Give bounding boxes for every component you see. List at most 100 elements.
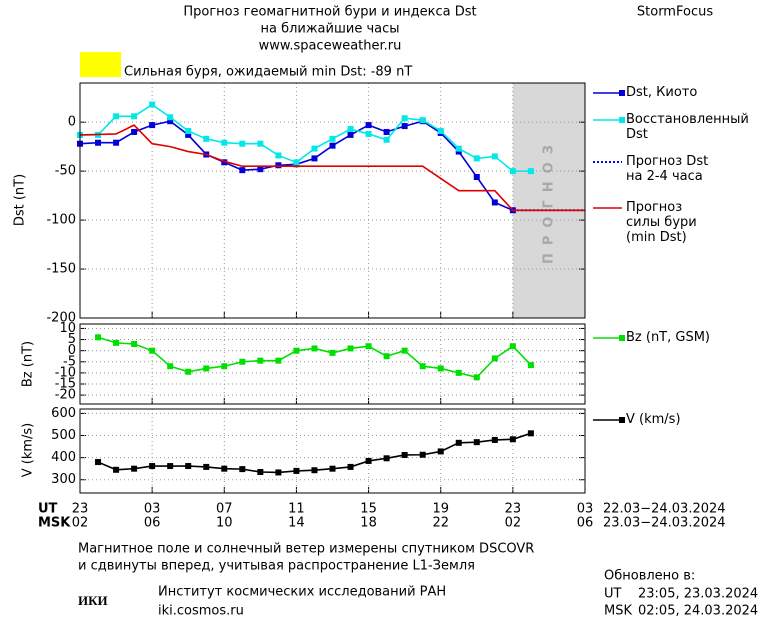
plot-frame	[79, 323, 586, 405]
data-point	[149, 122, 156, 129]
data-point	[419, 117, 426, 124]
data-point	[221, 139, 228, 146]
y-tick-label: 5	[68, 332, 76, 347]
data-point	[347, 131, 354, 138]
data-point	[491, 436, 498, 443]
data-point	[509, 436, 516, 443]
y-tick-label: 400	[51, 450, 76, 465]
data-point	[311, 345, 318, 352]
data-point	[293, 347, 300, 354]
data-point	[473, 174, 480, 180]
data-point	[383, 128, 390, 135]
data-point	[221, 159, 228, 166]
data-point	[293, 159, 300, 166]
x-tick-label-msk: 02	[505, 516, 522, 531]
y-axis-label: Bz (nT)	[21, 341, 36, 387]
x-tick-label: 19	[432, 502, 449, 517]
title: Прогноз геомагнитной бури и индекса Dst	[183, 5, 476, 20]
data-point	[239, 167, 246, 174]
legend-label: Прогноз Dst на 2-4 часа	[626, 154, 709, 184]
data-point	[239, 466, 246, 473]
data-point	[365, 122, 372, 129]
x-tick-label-msk: 02	[72, 516, 89, 531]
data-point	[167, 118, 174, 125]
data-point	[221, 363, 228, 370]
data-point	[527, 362, 534, 369]
x-tick-label: 03	[577, 502, 594, 517]
data-point	[149, 347, 156, 354]
series-line	[79, 124, 585, 212]
data-point	[275, 357, 282, 364]
data-point	[455, 439, 462, 446]
data-point	[275, 469, 282, 476]
data-point	[95, 459, 102, 466]
data-point	[113, 113, 120, 120]
msk-label: MSK	[604, 604, 632, 619]
data-point	[185, 127, 192, 134]
data-point	[311, 145, 318, 152]
data-point	[365, 343, 372, 350]
data-point	[167, 114, 174, 121]
forecast-label: ПРОГНОЗ	[541, 137, 556, 264]
y-axis-label: V (km/s)	[21, 423, 36, 478]
legend-marker	[619, 117, 625, 123]
y-tick-label: 10	[59, 321, 76, 336]
data-point	[383, 353, 390, 360]
data-point	[527, 430, 534, 437]
data-point	[149, 463, 156, 470]
data-point	[347, 126, 354, 133]
y-tick-label: -10	[55, 365, 76, 380]
legend-label: Прогноз силы бури (min Dst)	[626, 200, 697, 245]
y-tick-label: 600	[51, 406, 76, 421]
data-point	[167, 463, 174, 470]
y-tick-label: -5	[63, 354, 76, 369]
y-tick-label: -100	[46, 213, 76, 228]
data-point	[401, 123, 408, 130]
data-point	[203, 365, 210, 372]
y-tick-label: 500	[51, 428, 76, 443]
data-point	[437, 448, 444, 455]
data-point	[383, 136, 390, 143]
data-point	[401, 451, 408, 458]
data-point	[329, 465, 336, 472]
data-point	[257, 166, 264, 173]
series-line	[97, 432, 532, 474]
data-point	[113, 139, 120, 146]
data-point	[203, 135, 210, 142]
legend-marker	[619, 417, 625, 423]
data-point	[509, 343, 516, 350]
storm-swatch	[80, 52, 121, 77]
data-point	[95, 139, 102, 146]
data-point	[437, 127, 444, 134]
data-point	[95, 334, 102, 341]
y-tick-label: -200	[46, 311, 76, 326]
y-tick-label: -50	[55, 164, 76, 179]
url: www.spaceweather.ru	[259, 39, 402, 54]
y-tick-label: -15	[55, 377, 76, 392]
data-point	[131, 341, 138, 347]
legend-marker	[619, 335, 625, 341]
data-point	[113, 466, 120, 473]
ut-range: 22.03−24.03.2024	[603, 502, 726, 517]
x-tick-label: 07	[216, 502, 233, 517]
ut-row-label: UT	[38, 502, 58, 517]
data-point	[275, 152, 282, 159]
data-point	[365, 130, 372, 137]
data-point	[293, 467, 300, 474]
x-tick-label: 11	[288, 502, 305, 517]
y-axis-label: Dst (nT)	[13, 174, 28, 226]
data-point	[239, 140, 246, 147]
data-point	[401, 115, 408, 122]
y-tick-label: -150	[46, 262, 76, 277]
data-point	[257, 140, 264, 147]
data-point	[455, 369, 462, 376]
x-tick-label-msk: 06	[144, 516, 161, 531]
legend-label: Dst, Киото	[626, 85, 698, 100]
msk-row-label: MSK	[38, 516, 71, 531]
updated-ut: 23:05, 23.03.2024	[638, 587, 758, 602]
data-point	[329, 142, 336, 149]
x-tick-label-msk: 06	[577, 516, 594, 531]
y-tick-label: 0	[68, 115, 76, 130]
data-point	[275, 162, 282, 169]
